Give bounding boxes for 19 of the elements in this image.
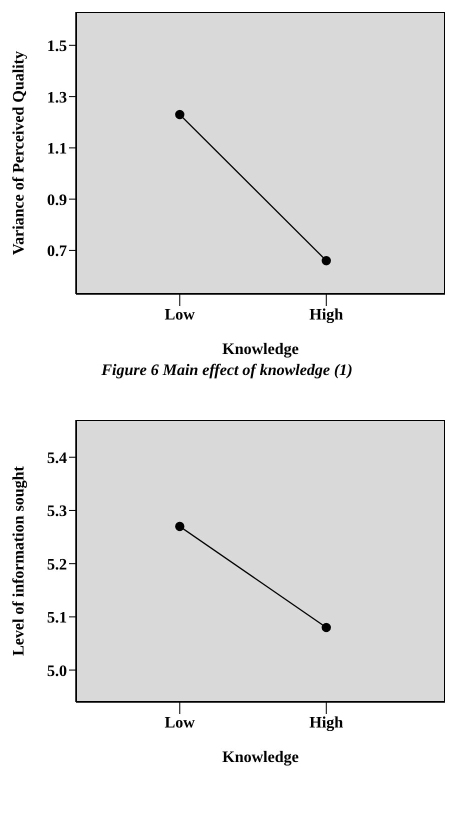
y-tick-label: 1.3 xyxy=(47,89,67,106)
y-tick-label: 5.4 xyxy=(47,450,67,467)
x-tick-label: High xyxy=(309,306,344,324)
x-tick-label: Low xyxy=(164,714,196,732)
x-axis-title: Knowledge xyxy=(222,341,299,358)
x-tick-label: High xyxy=(309,714,344,732)
y-tick-label: 5.0 xyxy=(47,662,67,680)
y-tick-label: 1.1 xyxy=(47,140,67,158)
y-tick-label: 1.5 xyxy=(47,38,67,56)
y-axis-title: Level of information sought xyxy=(10,465,28,656)
y-tick-label: 5.3 xyxy=(47,503,67,520)
x-tick-label: Low xyxy=(164,306,196,324)
x-axis-title: Knowledge xyxy=(222,749,299,766)
y-tick-label: 5.2 xyxy=(47,556,67,574)
y-tick-label: 0.7 xyxy=(47,243,67,260)
y-tick-label: 0.9 xyxy=(47,192,67,209)
y-axis-title: Variance of Perceived Quality xyxy=(10,51,28,255)
caption: Figure 6 Main effect of knowledge (1) xyxy=(100,362,354,380)
y-tick-label: 5.1 xyxy=(47,610,67,627)
